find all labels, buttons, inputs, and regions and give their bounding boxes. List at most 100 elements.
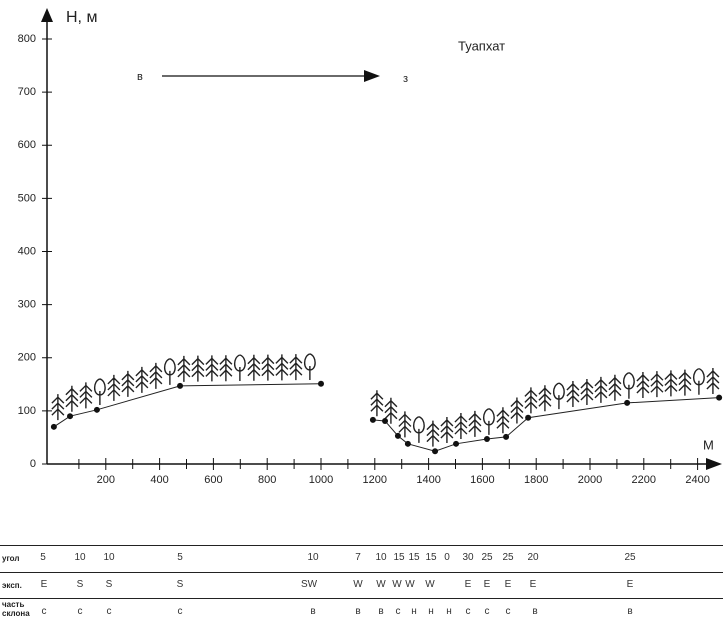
x-tick-label: 800 [258,474,276,486]
tree [219,355,233,382]
x-axis-label: М [703,437,714,452]
table-cell: E [626,579,634,590]
tree [370,390,384,417]
chart-title: Туапхат [458,38,505,53]
row-label: угол [2,554,20,563]
profile-point [503,433,510,440]
tree [538,385,552,412]
table-cell: E [483,579,491,590]
table-cell: с [41,606,47,617]
tree [426,420,440,447]
tree [496,407,510,434]
profile-point [624,399,631,406]
table-cell: в [627,606,633,617]
tree [261,354,275,381]
table-cell: SW [300,579,318,590]
tree [580,378,594,405]
table-cell: 10 [74,552,86,563]
tree [440,417,454,444]
profile-point [177,382,184,389]
chart: H, м М Туапхат в з 0 100 200 300 400 500 600 70… [18,8,723,486]
tree [233,354,246,382]
direction-to: з [403,73,408,85]
table-cell: 5 [177,552,183,563]
y-axis-arrow [41,8,53,22]
table-cell: 10 [103,552,115,563]
row-label: эксп. [2,581,22,590]
table-rule [0,545,723,546]
table-cell: с [106,606,112,617]
table-cell: 15 [393,552,405,563]
x-tick-label: 200 [97,474,115,486]
table-cell: E [504,579,512,590]
direction-from: в [137,71,143,83]
x-tick-label: 600 [204,474,222,486]
table-cell: в [355,606,361,617]
tree [191,355,205,382]
tree [51,394,65,421]
profile-point [394,432,401,439]
profile-point [404,440,411,447]
table-cell: с [484,606,490,617]
tree [412,416,425,443]
tree [608,374,622,401]
x-tick-label: 1600 [470,474,494,486]
tree [177,355,191,382]
profile-point [369,416,376,423]
x-tick-label: 1400 [416,474,440,486]
y-tick-label: 100 [18,405,36,417]
table-cell: с [395,606,401,617]
x-tick-label: 2000 [578,474,602,486]
y-tick-label: 400 [18,245,36,257]
tree [135,366,149,393]
tree [622,372,635,399]
tree [524,387,538,414]
tree [468,410,482,437]
table-cell: в [378,606,384,617]
table-cell: S [176,579,184,590]
x-tick-label: 1000 [309,474,333,486]
tree [65,385,79,412]
table-cell: с [465,606,471,617]
table-cell: S [105,579,113,590]
table-cell: S [76,579,84,590]
table-cell: 10 [375,552,387,563]
table-cell: с [505,606,511,617]
table-cell: 10 [307,552,319,563]
tree [289,354,303,381]
table-cell: 25 [481,552,493,563]
direction-arrow-head [364,70,380,82]
tree [482,408,495,435]
profile-point [382,417,389,424]
table-cell: 15 [425,552,437,563]
x-tick-label: 1200 [363,474,387,486]
x-tick-label: 2200 [632,474,656,486]
profile-point [483,436,490,443]
x-tick-label: 1800 [524,474,548,486]
table-cell: E [464,579,472,590]
table-rule [0,572,723,573]
table-cell: н [428,606,434,617]
table-cell: W [392,579,402,590]
table-cell: E [40,579,48,590]
table-cell: 30 [462,552,474,563]
tree [566,381,580,408]
table-cell: W [376,579,386,590]
tree [510,397,524,424]
table-cell: E [529,579,537,590]
table-cell: W [425,579,435,590]
tree [678,369,692,396]
table-rule [0,598,723,599]
tree [454,413,468,440]
tree [79,382,93,409]
table-cell: 20 [527,552,539,563]
table-cell: W [353,579,363,590]
table-cell: н [446,606,452,617]
table-cell: W [405,579,415,590]
tree [121,370,135,397]
vegetation [51,353,720,447]
table-cell: с [177,606,183,617]
tree [692,368,705,395]
profile-point [318,380,324,387]
tree [594,376,608,403]
